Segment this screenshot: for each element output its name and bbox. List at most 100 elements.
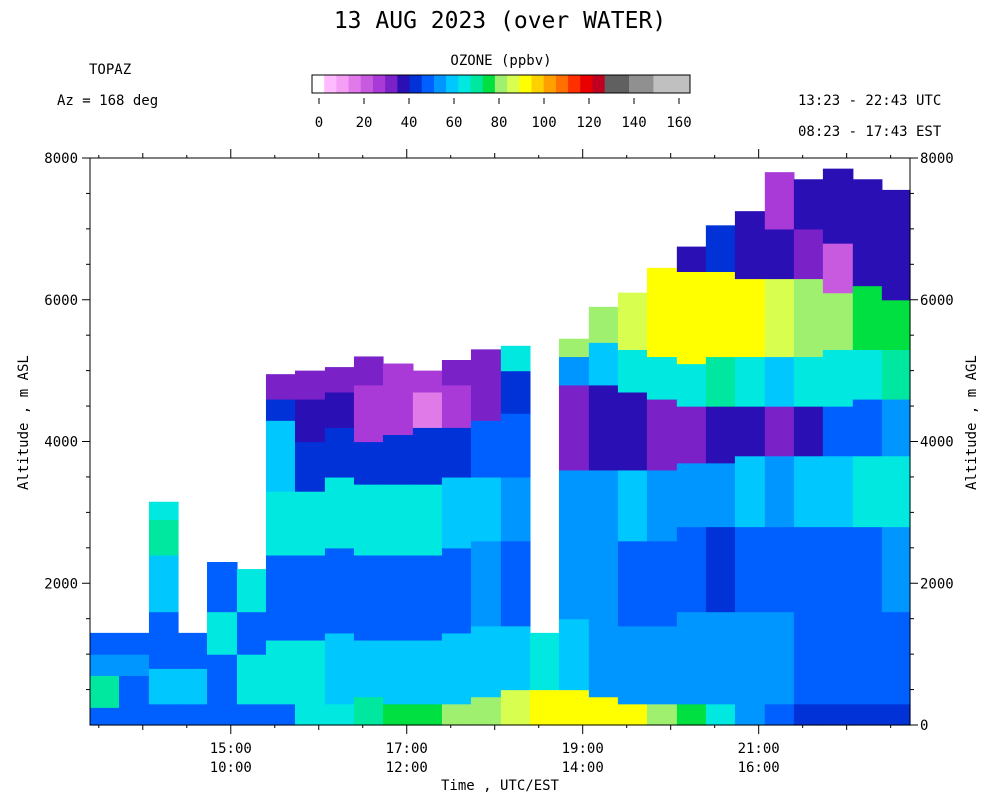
ozone-layer-cell: [646, 356, 678, 400]
colorbar-swatch: [470, 75, 484, 93]
ozone-layer-cell: [793, 356, 824, 407]
ozone-layer-cell: [382, 554, 414, 641]
ozone-layer-cell: [793, 179, 824, 230]
ozone-layer-cell: [207, 561, 238, 584]
ozone-layer-cell: [764, 228, 795, 280]
ozone-layer-cell: [705, 611, 736, 705]
ozone-layer-cell: [646, 469, 678, 542]
ozone-layer-cell: [793, 406, 824, 457]
ozone-layer-cell: [295, 370, 326, 400]
plot-axes: 2000 4000 6000 8000 0 2000 4000 6000 8000 15:00 10…: [44, 149, 954, 776]
colorbar-swatch: [677, 75, 691, 93]
ozone-layer-cell: [764, 703, 795, 726]
ozone-layer-cell: [353, 696, 384, 726]
colorbar-swatch: [616, 75, 630, 93]
ozone-layer-cell: [470, 540, 502, 627]
x-tick-label-utc: 21:00: [738, 741, 780, 757]
ozone-layer-cell: [90, 654, 120, 676]
ozone-layer-cell: [500, 476, 531, 542]
y-axis-title-left: Altitude , m ASL: [16, 355, 32, 490]
ozone-layer-cell: [734, 455, 766, 528]
ozone-layer-cell: [500, 689, 531, 726]
ozone-layer-cell: [764, 455, 795, 528]
ozone-layer-cell: [822, 611, 854, 705]
x-axis-title: Time , UTC/EST: [440, 778, 559, 794]
ozone-layer-cell: [646, 267, 678, 358]
colorbar-tick-label: 0: [315, 115, 323, 131]
ozone-layer-cell: [90, 707, 120, 726]
ozone-layer-cell: [295, 639, 326, 705]
colorbar-swatch: [409, 75, 423, 93]
ozone-layer-cell: [881, 189, 911, 301]
ozone-layer-cell: [90, 675, 120, 708]
ozone-layer-cell: [500, 345, 531, 372]
ozone-layer-cell: [764, 611, 795, 705]
ozone-layer-cell: [295, 554, 326, 641]
ozone-layer-cell: [353, 356, 384, 386]
ozone-layer-cell: [324, 476, 355, 549]
ozone-layer-cell: [764, 526, 795, 613]
ozone-layer-cell: [852, 703, 883, 726]
y-tick-label-right: 0: [920, 718, 928, 734]
ozone-layer-cell: [852, 611, 883, 705]
ozone-layer-cell: [588, 306, 619, 343]
ozone-layer-cell: [207, 583, 238, 613]
ozone-layer-cell: [382, 434, 414, 485]
ozone-layer-cell: [617, 292, 648, 350]
ozone-layer-cell: [324, 703, 355, 726]
ozone-layer-cell: [412, 427, 443, 485]
azimuth-label: Az = 168 deg: [57, 93, 159, 109]
ozone-layer-cell: [441, 632, 472, 705]
ozone-layer-cell: [881, 349, 911, 400]
ozone-layer-cell: [500, 370, 531, 414]
ozone-layer-cell: [558, 356, 590, 386]
ozone-layer-cell: [148, 501, 179, 521]
colorbar-tick-label: 120: [576, 115, 601, 131]
ozone-layer-cell: [705, 406, 736, 464]
ozone-layer-cell: [793, 455, 824, 528]
colorbar-tick-label: 40: [401, 115, 418, 131]
ozone-layer-cell: [148, 554, 179, 613]
colorbar-tick-label: 80: [491, 115, 508, 131]
ozone-layer-cell: [676, 271, 707, 365]
ozone-layer-cell: [265, 554, 296, 641]
ozone-layer-cell: [470, 349, 502, 421]
ozone-layer-cell: [529, 632, 560, 691]
colorbar-tick-label: 20: [356, 115, 373, 131]
ozone-layer-cell: [412, 703, 443, 726]
ozone-layer-cell: [148, 611, 179, 669]
site-label: TOPAZ: [89, 62, 132, 78]
ozone-layer-cell: [705, 271, 736, 358]
ozone-layer-cell: [324, 391, 355, 428]
y-axis-title-right: Altitude , m AGL: [964, 355, 980, 490]
ozone-layer-cell: [852, 285, 883, 350]
ozone-layer-cell: [793, 526, 824, 613]
ozone-layer-cell: [822, 406, 854, 457]
x-tick-label-utc: 17:00: [386, 741, 428, 757]
x-tick-label-est: 16:00: [738, 760, 780, 776]
ozone-layer-cell: [148, 519, 179, 556]
ozone-layer-cell: [295, 441, 326, 492]
colorbar-swatch: [580, 75, 593, 93]
ozone-layer-cell: [324, 632, 355, 705]
ozone-layer-cell: [558, 384, 590, 471]
colorbar-swatch: [507, 75, 520, 93]
ozone-layer-cell: [822, 292, 854, 350]
ozone-layer-cell: [617, 349, 648, 393]
ozone-layer-cell: [852, 349, 883, 400]
ozone-layer-cell: [382, 384, 414, 436]
ozone-layer-cell: [324, 427, 355, 478]
ozone-layer-cell: [822, 455, 854, 528]
ozone-layer-cell: [676, 611, 707, 705]
ozone-layer-cell: [236, 611, 267, 655]
ozone-layer-cell: [676, 246, 707, 272]
ozone-layer-cell: [617, 469, 648, 542]
colorbar-swatch: [555, 75, 569, 93]
ozone-layer-cell: [265, 398, 296, 421]
ozone-layer-cell: [734, 278, 766, 358]
ozone-layer-cell: [676, 363, 707, 407]
ozone-layer-cell: [822, 703, 854, 726]
ozone-layer-cell: [353, 484, 384, 556]
ozone-layer-cell: [470, 696, 502, 726]
